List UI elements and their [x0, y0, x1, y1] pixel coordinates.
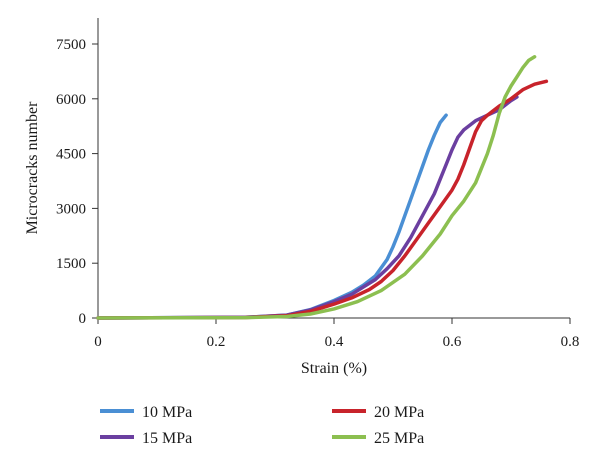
- x-tick-label: 0.2: [207, 334, 226, 350]
- series-line-15-mpa: [96, 95, 519, 320]
- y-tick-label: 1500: [56, 256, 86, 272]
- y-tick-label: 7500: [56, 37, 86, 53]
- x-axis-ticks: 0 0.2 0.4 0.6 0.8: [94, 318, 579, 350]
- x-tick-label: 0.4: [325, 334, 344, 350]
- legend-label-25-mpa: 25 MPa: [374, 430, 424, 447]
- y-tick-label: 6000: [56, 92, 86, 108]
- series-line-25-mpa: [96, 55, 537, 320]
- series-line-20-mpa: [96, 79, 549, 320]
- x-tick-label: 0.8: [561, 334, 580, 350]
- legend-label-10-mpa: 10 MPa: [142, 404, 192, 421]
- y-axis-ticks: 0 1500 3000 4500 6000 7500: [56, 37, 98, 327]
- y-tick-label: 0: [79, 311, 87, 327]
- series-line-10-mpa: [96, 113, 448, 320]
- legend: 10 MPa 20 MPa 15 MPa 25 MPa: [100, 404, 424, 447]
- legend-label-20-mpa: 20 MPa: [374, 404, 424, 421]
- series-lines: [96, 55, 549, 320]
- plot-area: 0 1500 3000 4500 6000 7500 0 0.2 0.4 0.6 0.8: [56, 18, 579, 350]
- x-tick-label: 0: [94, 334, 102, 350]
- y-axis-title: Microcracks number: [24, 101, 41, 235]
- legend-label-15-mpa: 15 MPa: [142, 430, 192, 447]
- x-axis-title: Strain (%): [301, 360, 367, 377]
- x-tick-label: 0.6: [443, 334, 462, 350]
- y-tick-label: 4500: [56, 147, 86, 163]
- y-tick-label: 3000: [56, 201, 86, 217]
